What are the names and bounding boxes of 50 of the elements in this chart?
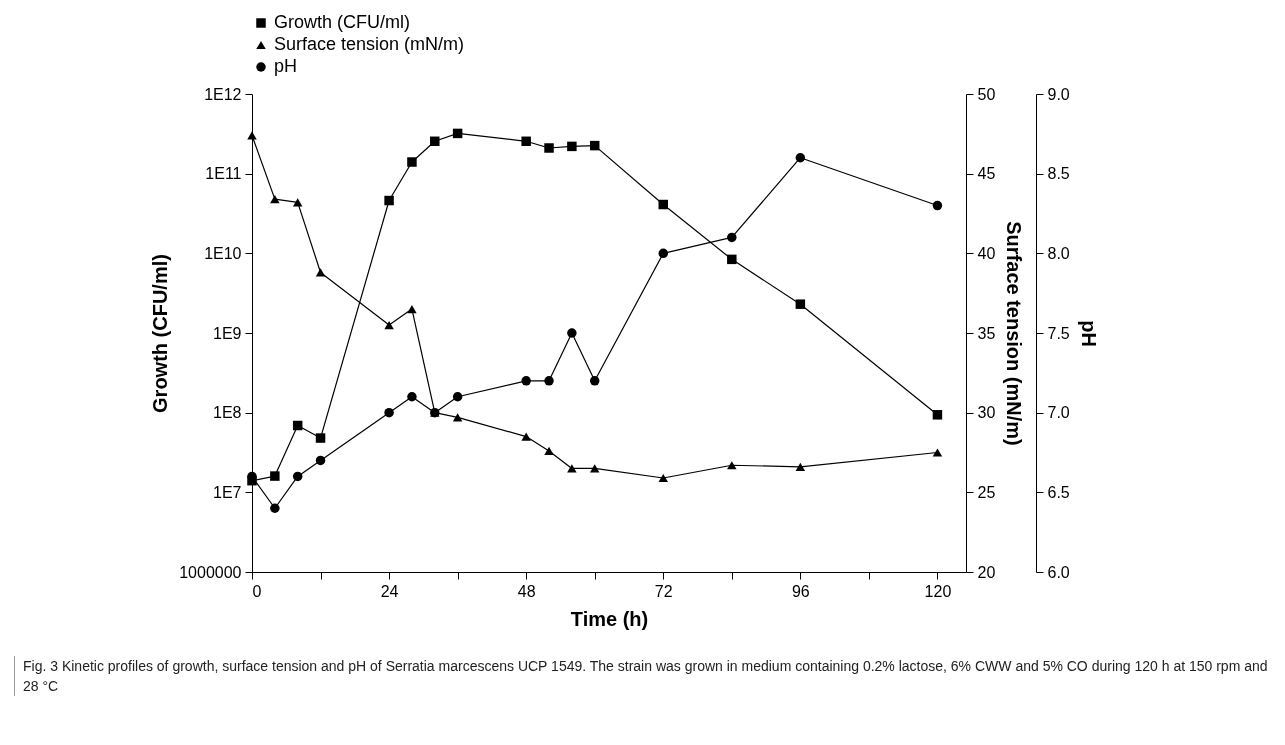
y2-tick-label: 25: [977, 483, 996, 501]
x-tick-label: 96: [791, 582, 810, 600]
point: [521, 136, 531, 147]
legend-label: pH: [274, 56, 298, 76]
x-tick-label: 24: [380, 582, 399, 600]
y2-tick-label: 20: [977, 563, 996, 581]
y-tick-label: 1E12: [204, 85, 242, 103]
x-tick-label: 48: [517, 582, 536, 600]
x-tick-label: 0: [252, 582, 262, 600]
x-tick-label: 72: [654, 582, 673, 600]
point: [430, 136, 440, 147]
y3-tick-label: 7.0: [1047, 404, 1070, 422]
point: [384, 195, 394, 206]
point: [452, 128, 463, 139]
y3-tick-label: 8.0: [1047, 244, 1070, 262]
point: [544, 143, 554, 153]
point: [727, 254, 737, 265]
x-tick-label: 120: [924, 582, 952, 600]
y3-tick-label: 6.0: [1047, 563, 1070, 581]
y3-tick-label: 7.5: [1047, 324, 1070, 342]
y-tick-label: 1E8: [213, 404, 242, 422]
point: [932, 410, 943, 420]
x-axis-title: Time (h): [570, 607, 649, 630]
point: [795, 299, 806, 309]
y3-tick-label: 6.5: [1047, 483, 1070, 501]
y3-tick-label: 8.5: [1047, 165, 1070, 183]
y2-tick-label: 35: [977, 324, 996, 342]
point: [567, 141, 577, 152]
point: [270, 471, 280, 481]
y-tick-label: 1000000: [179, 563, 242, 581]
y-axis-title: Growth (CFU/ml): [149, 254, 172, 413]
y2-tick-label: 50: [977, 85, 996, 103]
legend-label: Surface tension (mN/m): [274, 34, 465, 54]
y3-tick-label: 9.0: [1047, 85, 1070, 103]
y3-axis-title: pH: [1077, 320, 1100, 347]
point: [292, 420, 303, 431]
y-tick-label: 1E7: [213, 483, 242, 501]
y2-axis-title: Surface tension (mN/m): [1003, 221, 1026, 446]
y2-tick-label: 40: [977, 244, 996, 262]
y-tick-label: 1E9: [213, 324, 242, 342]
point: [407, 157, 417, 167]
y2-tick-label: 30: [977, 404, 996, 422]
caption: Fig. 3 Kinetic profiles of growth, surface tension and pH of Serratia marcescens UCP 1549. The strain was grown in medium containing 0.2% lactose, 6% CWW and 5% CO during 120 h at 150 rpm and 28 °C: [23, 657, 1269, 696]
point: [315, 433, 326, 443]
y-tick-label: 1E10: [204, 244, 242, 262]
point: [589, 140, 600, 151]
y-tick-label: 1E11: [205, 165, 242, 183]
legend-label: Growth (CFU/ml): [274, 12, 410, 32]
y2-tick-label: 45: [977, 165, 996, 183]
point: [658, 199, 669, 210]
